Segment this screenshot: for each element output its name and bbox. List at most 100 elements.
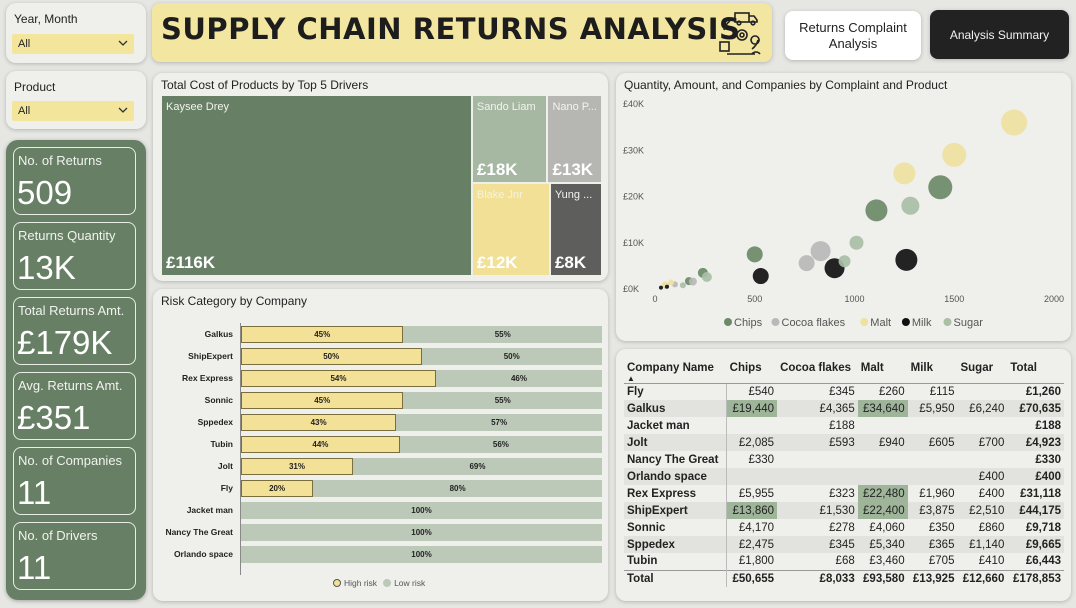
column-header[interactable]: Milk [907, 357, 958, 384]
value-cell: £3,875 [907, 502, 958, 519]
value-cell [908, 451, 958, 468]
value-cell: £1,260 [1025, 385, 1061, 398]
slicer-product-label: Product [14, 80, 56, 94]
risk-bar-track: 50% 50% [241, 348, 602, 365]
scatter-point[interactable] [901, 196, 920, 215]
kpi-card: No. of Companies 11 [13, 447, 136, 515]
risk-bar-company-label: Jolt [217, 461, 233, 471]
company-name-cell: Rex Express [624, 485, 728, 502]
treemap-tile-value: £18K [476, 160, 518, 180]
treemap-tile[interactable]: Blake Jnr £12K [472, 184, 549, 275]
low-risk-bar[interactable]: 50% [421, 348, 602, 365]
scatter-point[interactable] [746, 246, 763, 263]
high-risk-bar[interactable]: 45% [241, 326, 404, 343]
low-risk-bar[interactable]: 57% [396, 414, 602, 431]
table-row: Nancy The Great £330 £330 [624, 451, 1064, 468]
value-cell [908, 417, 958, 434]
column-header[interactable]: Chips [726, 357, 778, 384]
column-header[interactable]: Malt [857, 357, 908, 384]
product-dropdown[interactable]: All [12, 101, 134, 121]
low-risk-bar[interactable]: 100% [241, 524, 602, 541]
analysis-summary-button[interactable]: Analysis Summary [930, 10, 1069, 59]
value-cell: £9,665 [1007, 536, 1064, 553]
total-value-cell: £12,660 [957, 569, 1008, 587]
scatter-point[interactable] [798, 255, 815, 272]
legend-label: Cocoa flakes [782, 317, 846, 329]
scatter-point[interactable] [688, 277, 697, 286]
scatter-panel: Quantity, Amount, and Companies by Compl… [616, 73, 1071, 341]
risk-bar-track: 100% [241, 502, 602, 519]
value-cell: £1,960 [919, 487, 955, 500]
table-row: ShipExpert £13,860 £1,530 £22,400 £3,875 £2,5… [624, 502, 1064, 519]
value-cell: £940 [857, 434, 908, 451]
y-tick-label: £20K [623, 192, 644, 202]
scatter-point[interactable] [701, 271, 712, 282]
y-tick-label: £40K [623, 99, 644, 109]
scatter-point[interactable] [895, 248, 918, 271]
low-risk-bar[interactable]: 55% [403, 326, 602, 343]
value-cell: £70,635 [1007, 400, 1064, 417]
scatter-point[interactable] [865, 199, 888, 222]
treemap-tile[interactable]: Nano P... £13K [548, 96, 601, 183]
value-cell: £68 [835, 555, 855, 568]
value-cell: £700 [957, 434, 1008, 451]
risk-axis-line [240, 323, 241, 575]
high-risk-bar[interactable]: 43% [241, 414, 397, 431]
x-tick-label: 1500 [944, 294, 964, 304]
scatter-point[interactable] [838, 255, 851, 268]
high-risk-bar[interactable]: 54% [241, 370, 436, 387]
value-cell: £31,118 [1020, 487, 1061, 500]
treemap-tile[interactable]: Yung ... £8K [550, 184, 601, 275]
column-header[interactable]: Sugar [957, 357, 1008, 384]
high-risk-bar[interactable]: 20% [241, 480, 314, 497]
matrix-body: Fly £540 £345 £260 £115 £1,260 Galkus £19,440 £4… [624, 383, 1064, 587]
treemap-tile[interactable]: Kaysee Drey £116K [162, 96, 471, 275]
kpi-card: No. of Returns 509 [13, 147, 136, 215]
kpi-value: 11 [17, 474, 52, 511]
scatter-point[interactable] [849, 235, 864, 250]
low-risk-bar[interactable]: 55% [403, 392, 602, 409]
scatter-point[interactable] [928, 175, 953, 200]
low-risk-bar[interactable]: 100% [241, 502, 602, 519]
low-risk-bar[interactable]: 80% [313, 480, 602, 497]
scatter-point[interactable] [658, 285, 663, 290]
high-risk-bar[interactable]: 50% [241, 348, 422, 365]
risk-bar-chart: Galkus 45% 55% ShipExpert 50% 50% Rex Express 5… [153, 326, 608, 563]
value-cell: £410 [978, 555, 1005, 568]
risk-bar-track: 54% 46% [241, 370, 602, 387]
risk-bar-company-label: ShipExpert [188, 351, 233, 361]
year-month-dropdown[interactable]: All [12, 34, 134, 54]
scatter-point[interactable] [810, 241, 831, 262]
high-risk-bar[interactable]: 31% [241, 458, 353, 475]
high-risk-bar[interactable]: 44% [241, 436, 400, 453]
company-name-cell: Sppedex [624, 536, 728, 553]
scatter-point[interactable] [679, 282, 686, 289]
column-header[interactable]: Cocoa flakes [777, 357, 858, 384]
scatter-point[interactable] [1001, 109, 1028, 136]
low-risk-bar[interactable]: 69% [352, 458, 602, 475]
scatter-point[interactable] [942, 142, 967, 167]
kpi-card: Returns Quantity 13K [13, 222, 136, 290]
low-risk-bar[interactable]: 46% [435, 370, 602, 387]
column-header[interactable]: Total [1007, 357, 1064, 384]
scatter-point[interactable] [667, 279, 674, 286]
risk-bar-row: Rex Express 54% 46% [153, 370, 608, 387]
scatter-point[interactable] [893, 162, 916, 185]
x-tick-label: 2000 [1044, 294, 1064, 304]
column-header-company[interactable]: Company Name ▲ [624, 357, 727, 384]
scatter-point[interactable] [752, 268, 769, 285]
treemap-tile[interactable]: Sando Liam £18K [472, 96, 547, 183]
low-risk-bar[interactable]: 100% [241, 546, 602, 563]
scatter-point[interactable] [664, 284, 669, 289]
legend-high-marker [333, 579, 341, 587]
low-risk-bar[interactable]: 56% [399, 436, 602, 453]
high-risk-bar[interactable]: 45% [241, 392, 404, 409]
value-cell: £13,860 [726, 502, 778, 519]
year-month-value: All [18, 38, 31, 50]
value-cell: £5,340 [857, 536, 908, 553]
analysis-summary-label: Analysis Summary [949, 27, 1050, 42]
risk-bar-company-label: Jacket man [186, 505, 233, 515]
kpi-panel: No. of Returns 509 Returns Quantity 13K … [6, 140, 146, 600]
returns-complaint-button[interactable]: Returns Complaint Analysis [785, 11, 921, 60]
risk-bar-row: Nancy The Great 100% [153, 524, 608, 541]
